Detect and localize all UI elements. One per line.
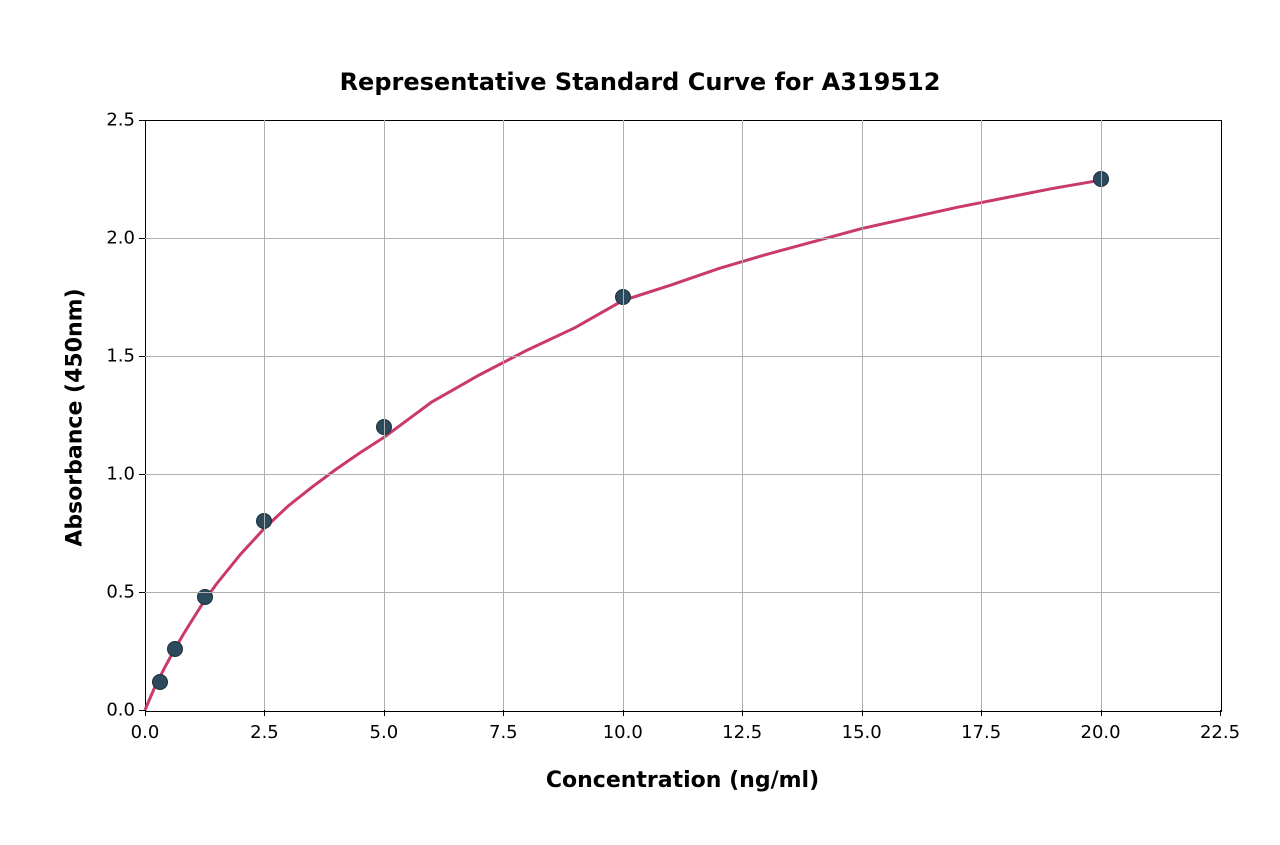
y-axis-label: Absorbance (450nm) bbox=[63, 123, 88, 713]
data-point bbox=[152, 674, 168, 690]
x-tick-mark bbox=[264, 710, 265, 716]
x-tick-mark bbox=[1101, 710, 1102, 716]
grid-line-v bbox=[384, 120, 385, 710]
x-tick-mark bbox=[862, 710, 863, 716]
grid-line-h bbox=[145, 474, 1220, 475]
y-tick-mark bbox=[139, 120, 145, 121]
x-tick-label: 2.5 bbox=[250, 722, 279, 743]
x-tick-label: 0.0 bbox=[131, 722, 160, 743]
y-tick-label: 2.5 bbox=[95, 110, 135, 131]
x-tick-label: 12.5 bbox=[722, 722, 762, 743]
y-tick-label: 0.5 bbox=[95, 582, 135, 603]
y-tick-label: 1.5 bbox=[95, 346, 135, 367]
grid-line-h bbox=[145, 592, 1220, 593]
x-tick-mark bbox=[742, 710, 743, 716]
y-tick-mark bbox=[139, 356, 145, 357]
y-tick-mark bbox=[139, 592, 145, 593]
x-tick-label: 15.0 bbox=[842, 722, 882, 743]
y-tick-label: 2.0 bbox=[95, 228, 135, 249]
grid-line-v bbox=[981, 120, 982, 710]
x-tick-label: 20.0 bbox=[1081, 722, 1121, 743]
y-tick-label: 0.0 bbox=[95, 700, 135, 721]
grid-line-v bbox=[1101, 120, 1102, 710]
grid-line-v bbox=[503, 120, 504, 710]
x-tick-mark bbox=[503, 710, 504, 716]
y-tick-mark bbox=[139, 474, 145, 475]
standard-curve-chart: Representative Standard Curve for A31951… bbox=[0, 0, 1280, 845]
x-tick-mark bbox=[145, 710, 146, 716]
x-tick-label: 7.5 bbox=[489, 722, 518, 743]
y-tick-mark bbox=[139, 238, 145, 239]
grid-line-v bbox=[264, 120, 265, 710]
data-point bbox=[167, 641, 183, 657]
x-tick-mark bbox=[981, 710, 982, 716]
fit-curve bbox=[0, 0, 1280, 845]
grid-line-v bbox=[623, 120, 624, 710]
x-tick-label: 5.0 bbox=[370, 722, 399, 743]
y-tick-mark bbox=[139, 710, 145, 711]
x-tick-mark bbox=[384, 710, 385, 716]
grid-line-h bbox=[145, 238, 1220, 239]
x-tick-label: 22.5 bbox=[1200, 722, 1240, 743]
grid-line-v bbox=[862, 120, 863, 710]
x-tick-mark bbox=[623, 710, 624, 716]
x-axis-label: Concentration (ng/ml) bbox=[145, 768, 1220, 793]
y-tick-label: 1.0 bbox=[95, 464, 135, 485]
x-tick-mark bbox=[1220, 710, 1221, 716]
x-tick-label: 10.0 bbox=[603, 722, 643, 743]
grid-line-h bbox=[145, 356, 1220, 357]
grid-line-v bbox=[742, 120, 743, 710]
x-tick-label: 17.5 bbox=[961, 722, 1001, 743]
